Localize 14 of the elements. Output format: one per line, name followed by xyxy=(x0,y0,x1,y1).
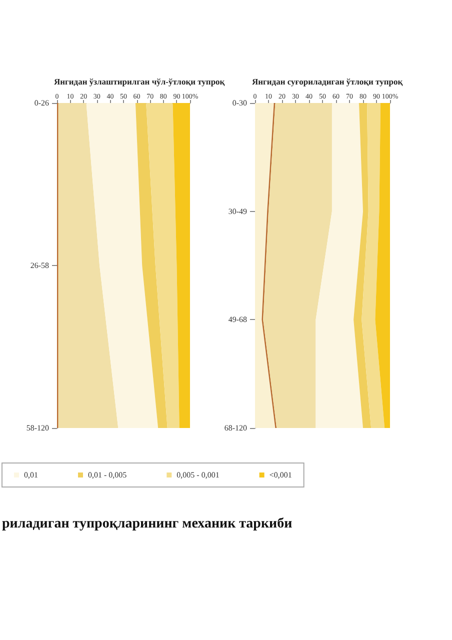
legend-label: <0,001 xyxy=(269,470,292,480)
y-tick-label: 58-120 xyxy=(26,424,49,432)
chart-title: Янгидан суғориладиган ўтлоқи тупроқ xyxy=(252,76,403,86)
text: риладиган тупроқларининг механик таркиби xyxy=(2,516,292,532)
y-tick-label: 0-30 xyxy=(232,98,247,108)
y-tick-label: 26-58 xyxy=(30,261,49,270)
chart-title: Янгидан ўзлаштирилган чўл-ўтлоқи тупроқ xyxy=(54,76,225,86)
y-tick-label: 49-68 xyxy=(228,315,247,324)
legend-label: 0,01 xyxy=(24,470,38,480)
y-tick-label: 30-49 xyxy=(228,206,247,216)
y-tick-label: 68-120 xyxy=(224,424,247,432)
legend-label: 0,005 - 0,001 xyxy=(176,470,220,480)
legend-label: 0,01 - 0,005 xyxy=(88,470,127,480)
y-tick-label: 0-26 xyxy=(34,98,49,108)
